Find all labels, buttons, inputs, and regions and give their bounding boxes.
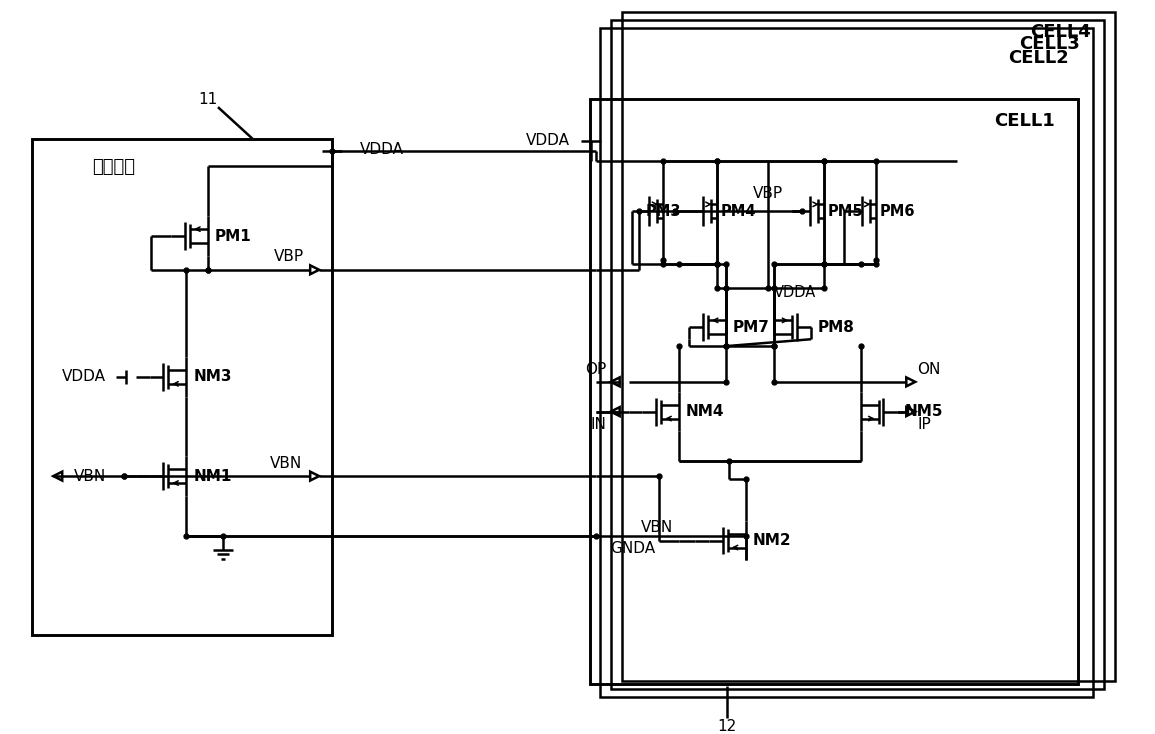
Text: NM2: NM2: [753, 533, 791, 548]
Text: VDDA: VDDA: [774, 285, 815, 300]
Bar: [621, 12, 1115, 681]
Text: CELL3: CELL3: [1019, 34, 1080, 53]
Text: 偏置电路: 偏置电路: [92, 158, 135, 175]
Text: PM7: PM7: [732, 320, 769, 335]
Bar: [590, 99, 1078, 684]
Text: OP: OP: [586, 363, 606, 377]
Text: CELL2: CELL2: [1008, 48, 1070, 67]
Text: PM6: PM6: [879, 204, 915, 219]
Text: CELL4: CELL4: [1030, 23, 1090, 41]
Text: GNDA: GNDA: [610, 541, 655, 556]
Text: NM4: NM4: [686, 404, 724, 419]
Text: ON: ON: [917, 363, 940, 377]
Text: NM1: NM1: [193, 468, 231, 484]
Bar: [32, 139, 331, 635]
Bar: [611, 20, 1104, 689]
Text: VBP: VBP: [274, 250, 304, 264]
Text: NM5: NM5: [904, 404, 942, 419]
Text: PM3: PM3: [646, 204, 681, 219]
Text: 11: 11: [199, 92, 217, 106]
Text: PM1: PM1: [215, 228, 252, 244]
Text: PM5: PM5: [828, 204, 864, 219]
Text: VBN: VBN: [74, 468, 106, 484]
Text: IN: IN: [591, 417, 606, 432]
Text: VBN: VBN: [641, 520, 673, 535]
Text: PM4: PM4: [721, 204, 757, 219]
Text: NM3: NM3: [193, 369, 232, 385]
Text: IP: IP: [917, 417, 931, 432]
Text: VBP: VBP: [753, 186, 783, 201]
Text: VDDA: VDDA: [62, 369, 106, 385]
Text: VDDA: VDDA: [526, 134, 571, 148]
Bar: [599, 28, 1093, 697]
Text: VBN: VBN: [270, 456, 303, 470]
Text: VDDA: VDDA: [359, 142, 404, 157]
Text: PM8: PM8: [818, 320, 855, 335]
Text: 12: 12: [717, 719, 737, 733]
Text: CELL1: CELL1: [994, 112, 1055, 130]
